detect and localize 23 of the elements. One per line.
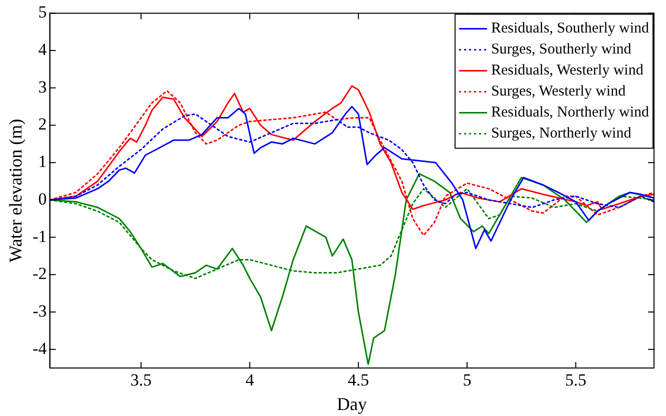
x-tick-label: 5 <box>462 370 472 390</box>
x-tick-label: 5.5 <box>565 370 586 390</box>
x-axis-title: Day <box>336 394 367 414</box>
legend-label: Residuals, Southerly wind <box>491 20 650 37</box>
x-tick-label: 4.5 <box>348 370 370 390</box>
y-tick-label: -2 <box>32 264 47 284</box>
y-tick-label: -4 <box>32 338 48 358</box>
x-tick-label: 4 <box>245 370 254 390</box>
y-tick-label: -1 <box>32 226 47 246</box>
y-tick-label: 3 <box>38 77 47 96</box>
y-tick-label: 4 <box>38 40 48 60</box>
y-tick-label: 2 <box>38 114 47 134</box>
y-tick-label: 5 <box>38 2 47 22</box>
legend-label: Surges, Southerly wind <box>491 42 632 58</box>
y-tick-label: -3 <box>32 301 47 320</box>
legend-label: Residuals, Northerly wind <box>491 104 650 121</box>
y-tick-label: 1 <box>38 152 47 172</box>
legend-label: Surges, Northerly wind <box>491 126 632 142</box>
legend-label: Residuals, Westerly wind <box>491 62 644 79</box>
y-axis-title: Water elevation (m) <box>6 118 26 262</box>
x-tick-label: 3.5 <box>130 370 152 390</box>
legend-label: Surges, Westerly wind <box>491 84 626 100</box>
y-tick-label: 0 <box>38 189 47 208</box>
